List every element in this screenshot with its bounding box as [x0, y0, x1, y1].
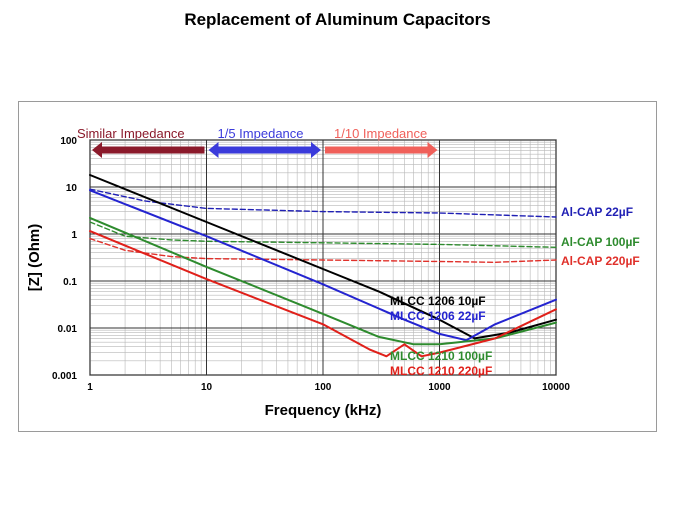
series-annotation: Al-CAP 220µF	[561, 254, 640, 268]
range-arrow-bar	[325, 146, 428, 154]
range-arrow-bar	[102, 146, 205, 154]
y-tick-label: 0.001	[52, 371, 77, 382]
grid-layer	[89, 139, 557, 376]
series-annotation: Al-CAP 100µF	[561, 235, 640, 249]
series-line	[89, 216, 557, 346]
chart-frame: Similar Impedance 1/5 Impedance 1/10 Imped…	[18, 101, 657, 432]
series-line	[89, 188, 557, 218]
series-line	[89, 189, 557, 342]
series-labels: Al-CAP 22µF Al-CAP 100µF Al-CAP 220µF MLCC …	[390, 205, 640, 378]
y-tick-label: 10	[66, 183, 78, 194]
range-arrow-head	[92, 142, 102, 158]
series-annotation: MLCC 1206 10µF	[390, 294, 486, 308]
series-annotation: MLCC 1210 220µF	[390, 364, 492, 378]
x-axis-label: Frequency (kHz)	[265, 402, 382, 419]
y-tick-label: 1	[71, 230, 77, 241]
range-arrows: Similar Impedance 1/5 Impedance 1/10 Imped…	[77, 126, 438, 158]
x-tick-label: 1	[87, 382, 93, 393]
impedance-chart: Similar Impedance 1/5 Impedance 1/10 Imped…	[26, 126, 640, 419]
y-axis-label: [Z] (Ohm)	[26, 224, 43, 291]
range-arrow-head	[208, 142, 219, 158]
series-line	[89, 221, 557, 249]
slide-title: Replacement of Aluminum Capacitors	[184, 10, 491, 29]
range-arrow-head	[427, 142, 438, 158]
y-tick-label: 0.01	[58, 324, 78, 335]
range-label: 1/5 Impedance	[218, 126, 304, 141]
range-arrow-head	[311, 142, 321, 158]
series-line	[89, 230, 557, 358]
y-tick-label: 100	[60, 136, 77, 147]
series-lines	[89, 174, 557, 358]
tick-labels: 1 10 100 1000 10000 100 10 1 0.1 0.01 0.001	[52, 136, 570, 393]
range-arrow-bar	[218, 146, 311, 154]
x-tick-label: 10	[201, 382, 213, 393]
y-tick-label: 0.1	[63, 277, 77, 288]
x-tick-label: 1000	[428, 382, 451, 393]
x-tick-label: 10000	[542, 382, 570, 393]
x-tick-label: 100	[315, 382, 332, 393]
series-annotation: Al-CAP 22µF	[561, 205, 633, 219]
range-label: 1/10 Impedance	[334, 126, 427, 141]
range-label: Similar Impedance	[77, 126, 185, 141]
series-annotation: MLCC 1206 22µF	[390, 309, 486, 323]
series-annotation: MLCC 1210 100µF	[390, 349, 492, 363]
